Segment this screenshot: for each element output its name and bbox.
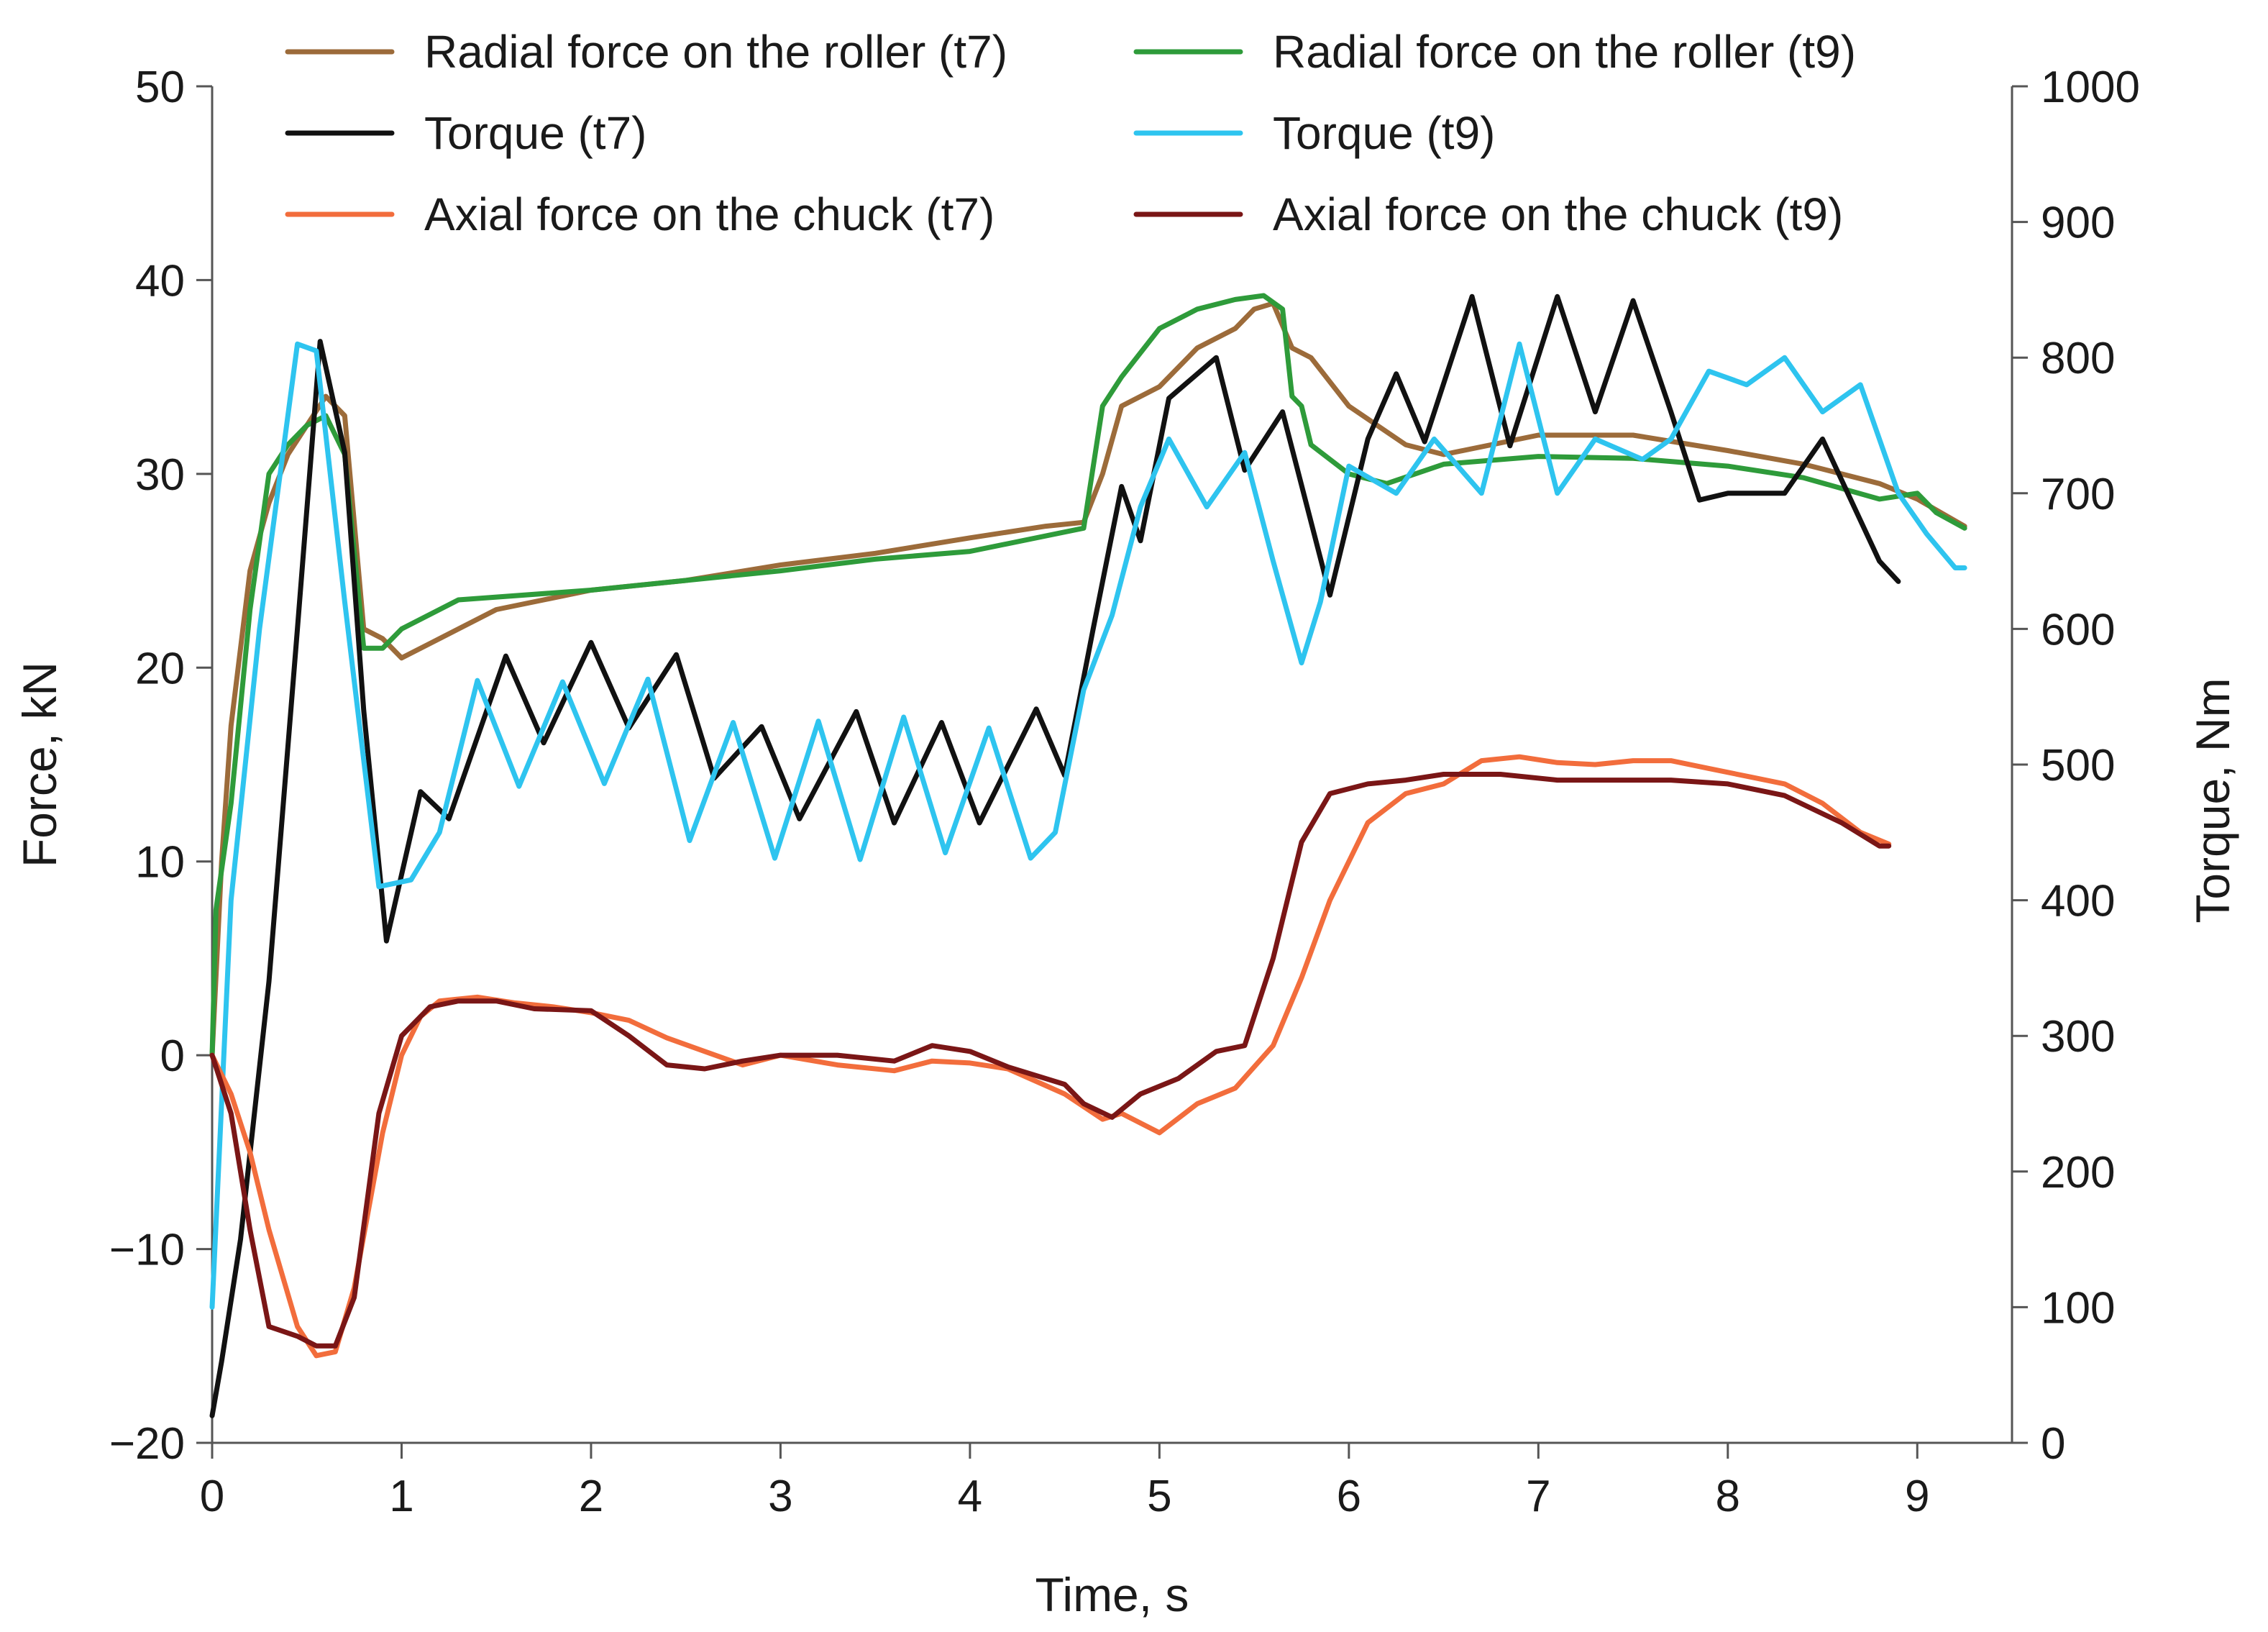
x-tick-label: 2 bbox=[579, 1472, 603, 1521]
legend-label-3: Torque (t7) bbox=[424, 107, 646, 159]
right-y-tick-label: 800 bbox=[2041, 334, 2115, 383]
right-y-tick-label: 200 bbox=[2041, 1148, 2115, 1198]
x-axis-ticks: 0 1 2 3 4 5 6 7 8 9 bbox=[200, 1443, 1930, 1521]
left-y-tick-label: 20 bbox=[135, 644, 185, 693]
left-y-tick-label: 40 bbox=[135, 256, 185, 306]
left-y-tick-label: 10 bbox=[135, 838, 185, 888]
right-y-axis-title: Torque, Nm bbox=[2186, 678, 2239, 923]
right-y-tick-label: 100 bbox=[2041, 1283, 2115, 1333]
right-y-tick-label: 900 bbox=[2041, 199, 2115, 248]
x-axis-title: Time, s bbox=[1035, 1568, 1189, 1621]
left-y-axis-ticks: −20 −10 0 10 20 30 40 50 bbox=[109, 63, 212, 1469]
left-y-tick-label: −10 bbox=[109, 1226, 185, 1275]
x-tick-label: 4 bbox=[958, 1472, 982, 1521]
series-line-4 bbox=[209, 341, 1967, 1310]
x-tick-label: 3 bbox=[768, 1472, 792, 1521]
legend-label-5: Axial force on the chuck (t7) bbox=[424, 188, 994, 240]
legend-label-2: Radial force on the roller (t9) bbox=[1273, 26, 1856, 78]
legend-label-1: Radial force on the roller (t7) bbox=[424, 26, 1007, 78]
series-line-3 bbox=[209, 293, 1901, 1418]
right-y-tick-label: 1000 bbox=[2041, 63, 2140, 112]
right-y-tick-label: 600 bbox=[2041, 605, 2115, 655]
left-y-tick-label: −20 bbox=[109, 1419, 185, 1469]
legend-label-6: Axial force on the chuck (t9) bbox=[1273, 188, 1843, 240]
x-tick-label: 9 bbox=[1905, 1472, 1929, 1521]
series-line-2 bbox=[209, 293, 1967, 1058]
x-tick-label: 6 bbox=[1337, 1472, 1361, 1521]
series-lines bbox=[209, 293, 1967, 1418]
left-y-axis-title: Force, kN bbox=[13, 662, 66, 867]
legend-label-4: Torque (t9) bbox=[1273, 107, 1495, 159]
right-y-tick-label: 300 bbox=[2041, 1012, 2115, 1062]
x-tick-label: 0 bbox=[200, 1472, 224, 1521]
right-y-tick-label: 700 bbox=[2041, 470, 2115, 519]
legend: Radial force on the roller (t7) Radial fo… bbox=[285, 26, 1856, 240]
left-y-tick-label: 50 bbox=[135, 63, 185, 112]
x-tick-label: 1 bbox=[389, 1472, 413, 1521]
right-y-tick-label: 0 bbox=[2041, 1419, 2065, 1469]
left-y-tick-label: 0 bbox=[160, 1031, 185, 1081]
right-y-axis-ticks: 0 100 200 300 400 500 600 700 800 900 1000 bbox=[2012, 63, 2140, 1469]
x-tick-label: 7 bbox=[1526, 1472, 1550, 1521]
left-y-tick-label: 30 bbox=[135, 450, 185, 500]
series-line-6 bbox=[209, 772, 1892, 1349]
x-tick-label: 5 bbox=[1147, 1472, 1171, 1521]
right-y-tick-label: 400 bbox=[2041, 877, 2115, 926]
x-tick-label: 8 bbox=[1716, 1472, 1740, 1521]
series-line-5 bbox=[209, 754, 1892, 1359]
right-y-tick-label: 500 bbox=[2041, 741, 2115, 790]
